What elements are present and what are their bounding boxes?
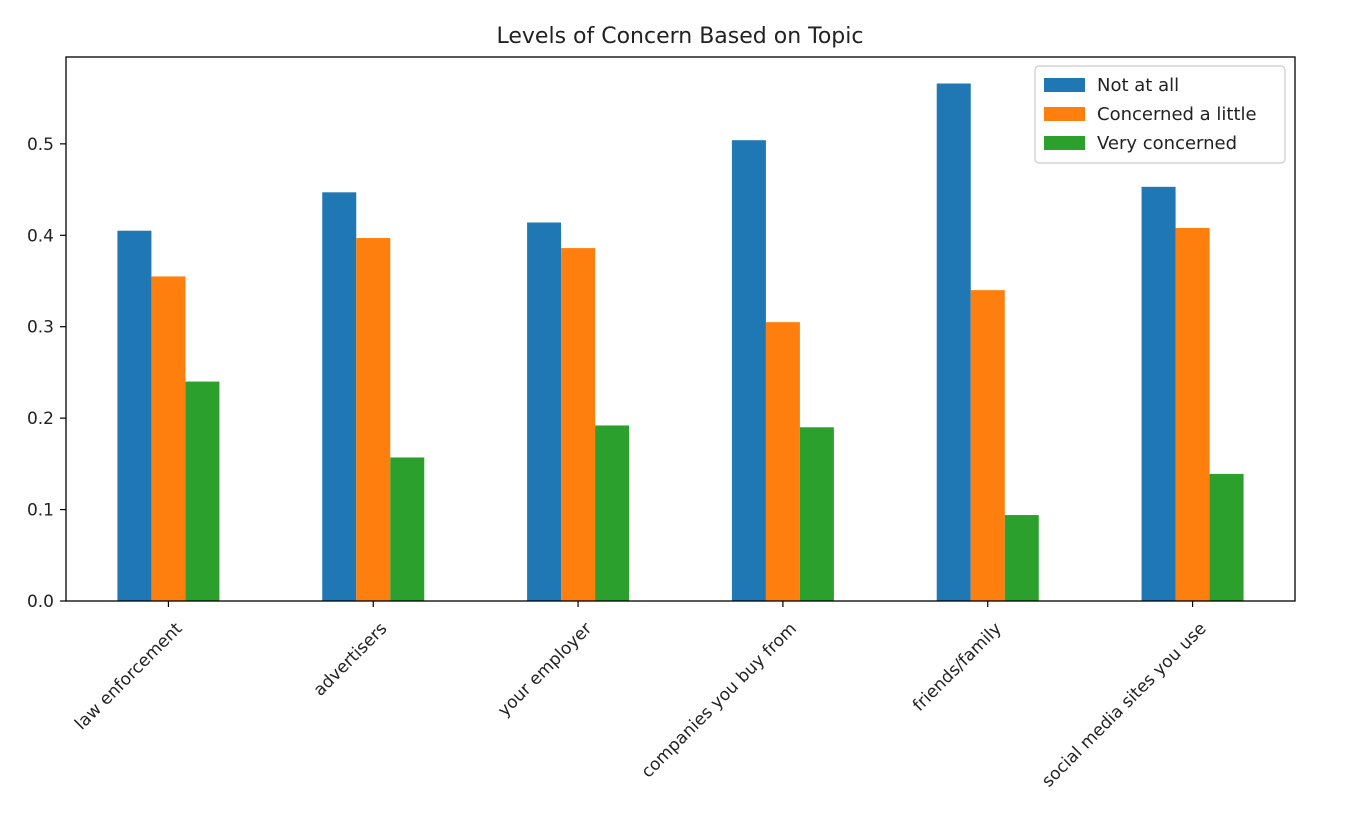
y-tick-label: 0.1 bbox=[27, 501, 54, 521]
bar-4-not-at-all bbox=[731, 140, 766, 601]
x-tick-label: advertisers bbox=[310, 619, 392, 701]
x-tick-label: social media sites you use bbox=[1038, 619, 1210, 791]
bar-1-very-concerned bbox=[185, 381, 220, 601]
x-tick-label: companies you buy from bbox=[638, 619, 801, 782]
bar-1-concerned-a-little bbox=[151, 276, 186, 601]
x-tick-label: law enforcement bbox=[71, 619, 186, 734]
legend: Not at all Concerned a little Very concern… bbox=[1034, 65, 1286, 164]
x-tick-label: your employer bbox=[494, 619, 596, 721]
legend-label: Concerned a little bbox=[1097, 104, 1257, 125]
bar-6-concerned-a-little bbox=[1175, 227, 1210, 601]
bar-1-not-at-all bbox=[117, 230, 152, 601]
bar-5-concerned-a-little bbox=[970, 290, 1005, 601]
legend-swatch bbox=[1044, 78, 1085, 92]
y-tick-label: 0.4 bbox=[27, 226, 54, 246]
legend-label: Not at all bbox=[1097, 75, 1179, 96]
x-tick-label: friends/family bbox=[909, 619, 1006, 716]
y-tick-label: 0.2 bbox=[27, 409, 54, 429]
bar-2-not-at-all bbox=[322, 192, 357, 601]
bars-layer bbox=[117, 83, 1244, 602]
bar-3-very-concerned bbox=[595, 425, 630, 601]
bar-3-concerned-a-little bbox=[561, 248, 596, 601]
y-tick-label: 0.5 bbox=[27, 135, 54, 155]
legend-swatch bbox=[1044, 136, 1085, 150]
bar-3-not-at-all bbox=[527, 222, 562, 602]
legend-swatch bbox=[1044, 107, 1085, 121]
bar-4-very-concerned bbox=[799, 427, 834, 601]
chart-title: Levels of Concern Based on Topic bbox=[497, 24, 864, 49]
bar-6-very-concerned bbox=[1209, 473, 1244, 601]
y-tick-label: 0.0 bbox=[27, 592, 54, 612]
bar-4-concerned-a-little bbox=[765, 322, 800, 601]
bar-5-not-at-all bbox=[936, 83, 971, 601]
plot-frame bbox=[65, 56, 1296, 602]
bar-2-very-concerned bbox=[390, 457, 425, 601]
bar-2-concerned-a-little bbox=[356, 238, 391, 601]
legend-box bbox=[1034, 65, 1286, 164]
bar-6-not-at-all bbox=[1141, 186, 1176, 601]
y-tick-label: 0.3 bbox=[27, 318, 54, 338]
bar-5-very-concerned bbox=[1004, 515, 1039, 601]
legend-label: Very concerned bbox=[1097, 133, 1237, 154]
